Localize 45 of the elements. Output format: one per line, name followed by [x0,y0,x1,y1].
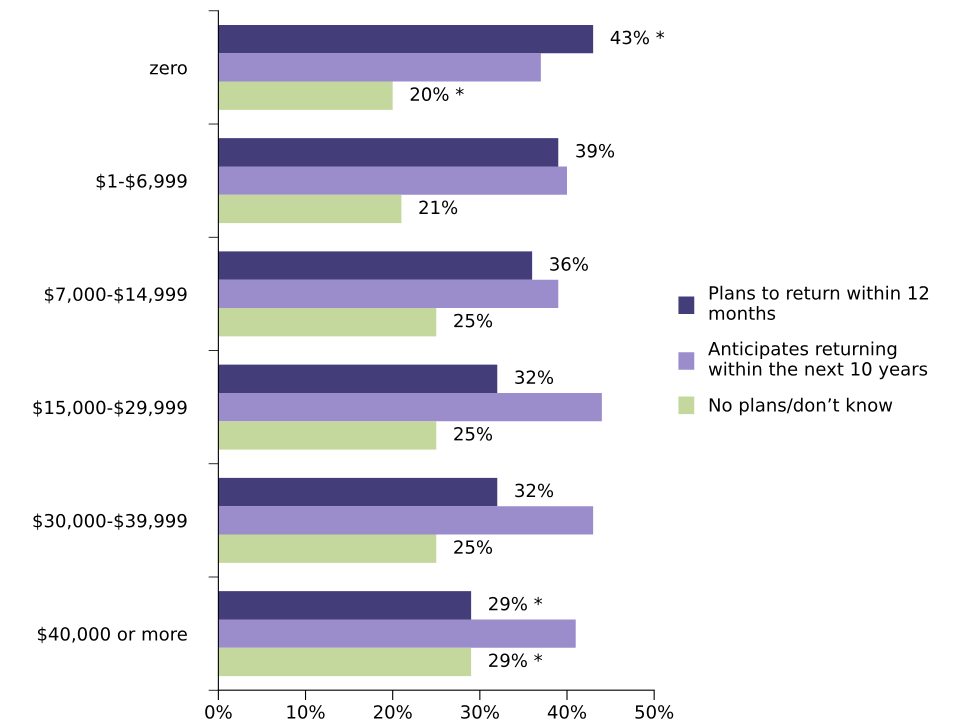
data-label: 25% [454,314,492,328]
data-label: 29% * [489,596,542,611]
data-label: 39% [576,144,614,158]
data-label: 32% [515,484,554,498]
legend-label: No plans/don’t know [710,398,892,416]
x-tick-label: 50% [635,705,674,719]
bar [218,478,498,506]
data-label: 25% [454,427,492,441]
bar [218,648,472,676]
bar [218,194,402,224]
bar [218,421,436,450]
data-label: 21% [419,200,458,214]
bar [218,364,498,393]
bar [218,591,472,620]
bar [218,166,568,195]
bar [218,280,558,308]
legend-label: Plans to return within 12 months [710,286,928,320]
y-tick-label: $1-$6,999 [96,174,187,190]
legend-label: Anticipates returning within the next 10 years [708,342,928,380]
x-tick-label: 10% [287,705,325,719]
x-tick-label: 40% [548,705,586,719]
y-tick-label: $7,000-$14,999 [44,287,187,304]
y-tick-label: $15,000-$29,999 [33,400,187,417]
data-label: 36% [550,257,588,271]
x-tick-label: 20% [374,705,412,719]
data-label: 32% [515,370,554,384]
data-label: 29% * [489,654,542,668]
bar [218,53,541,82]
bar [218,392,602,422]
bar [218,24,594,54]
bar [218,82,393,110]
y-tick-label: $40,000 or more [38,626,187,644]
bar [218,534,436,563]
bar [218,138,558,166]
bar [218,251,532,280]
data-label: 20% * [410,87,464,101]
bar [218,619,576,648]
bar [218,308,436,336]
data-label: 43% * [610,30,664,44]
y-tick-label: $30,000-$39,999 [33,514,187,530]
data-label: 25% [454,540,492,554]
x-tick-label: 0% [205,705,232,719]
bar [218,506,594,535]
y-tick-label: zero [150,64,187,75]
x-tick-label: 30% [461,705,499,719]
